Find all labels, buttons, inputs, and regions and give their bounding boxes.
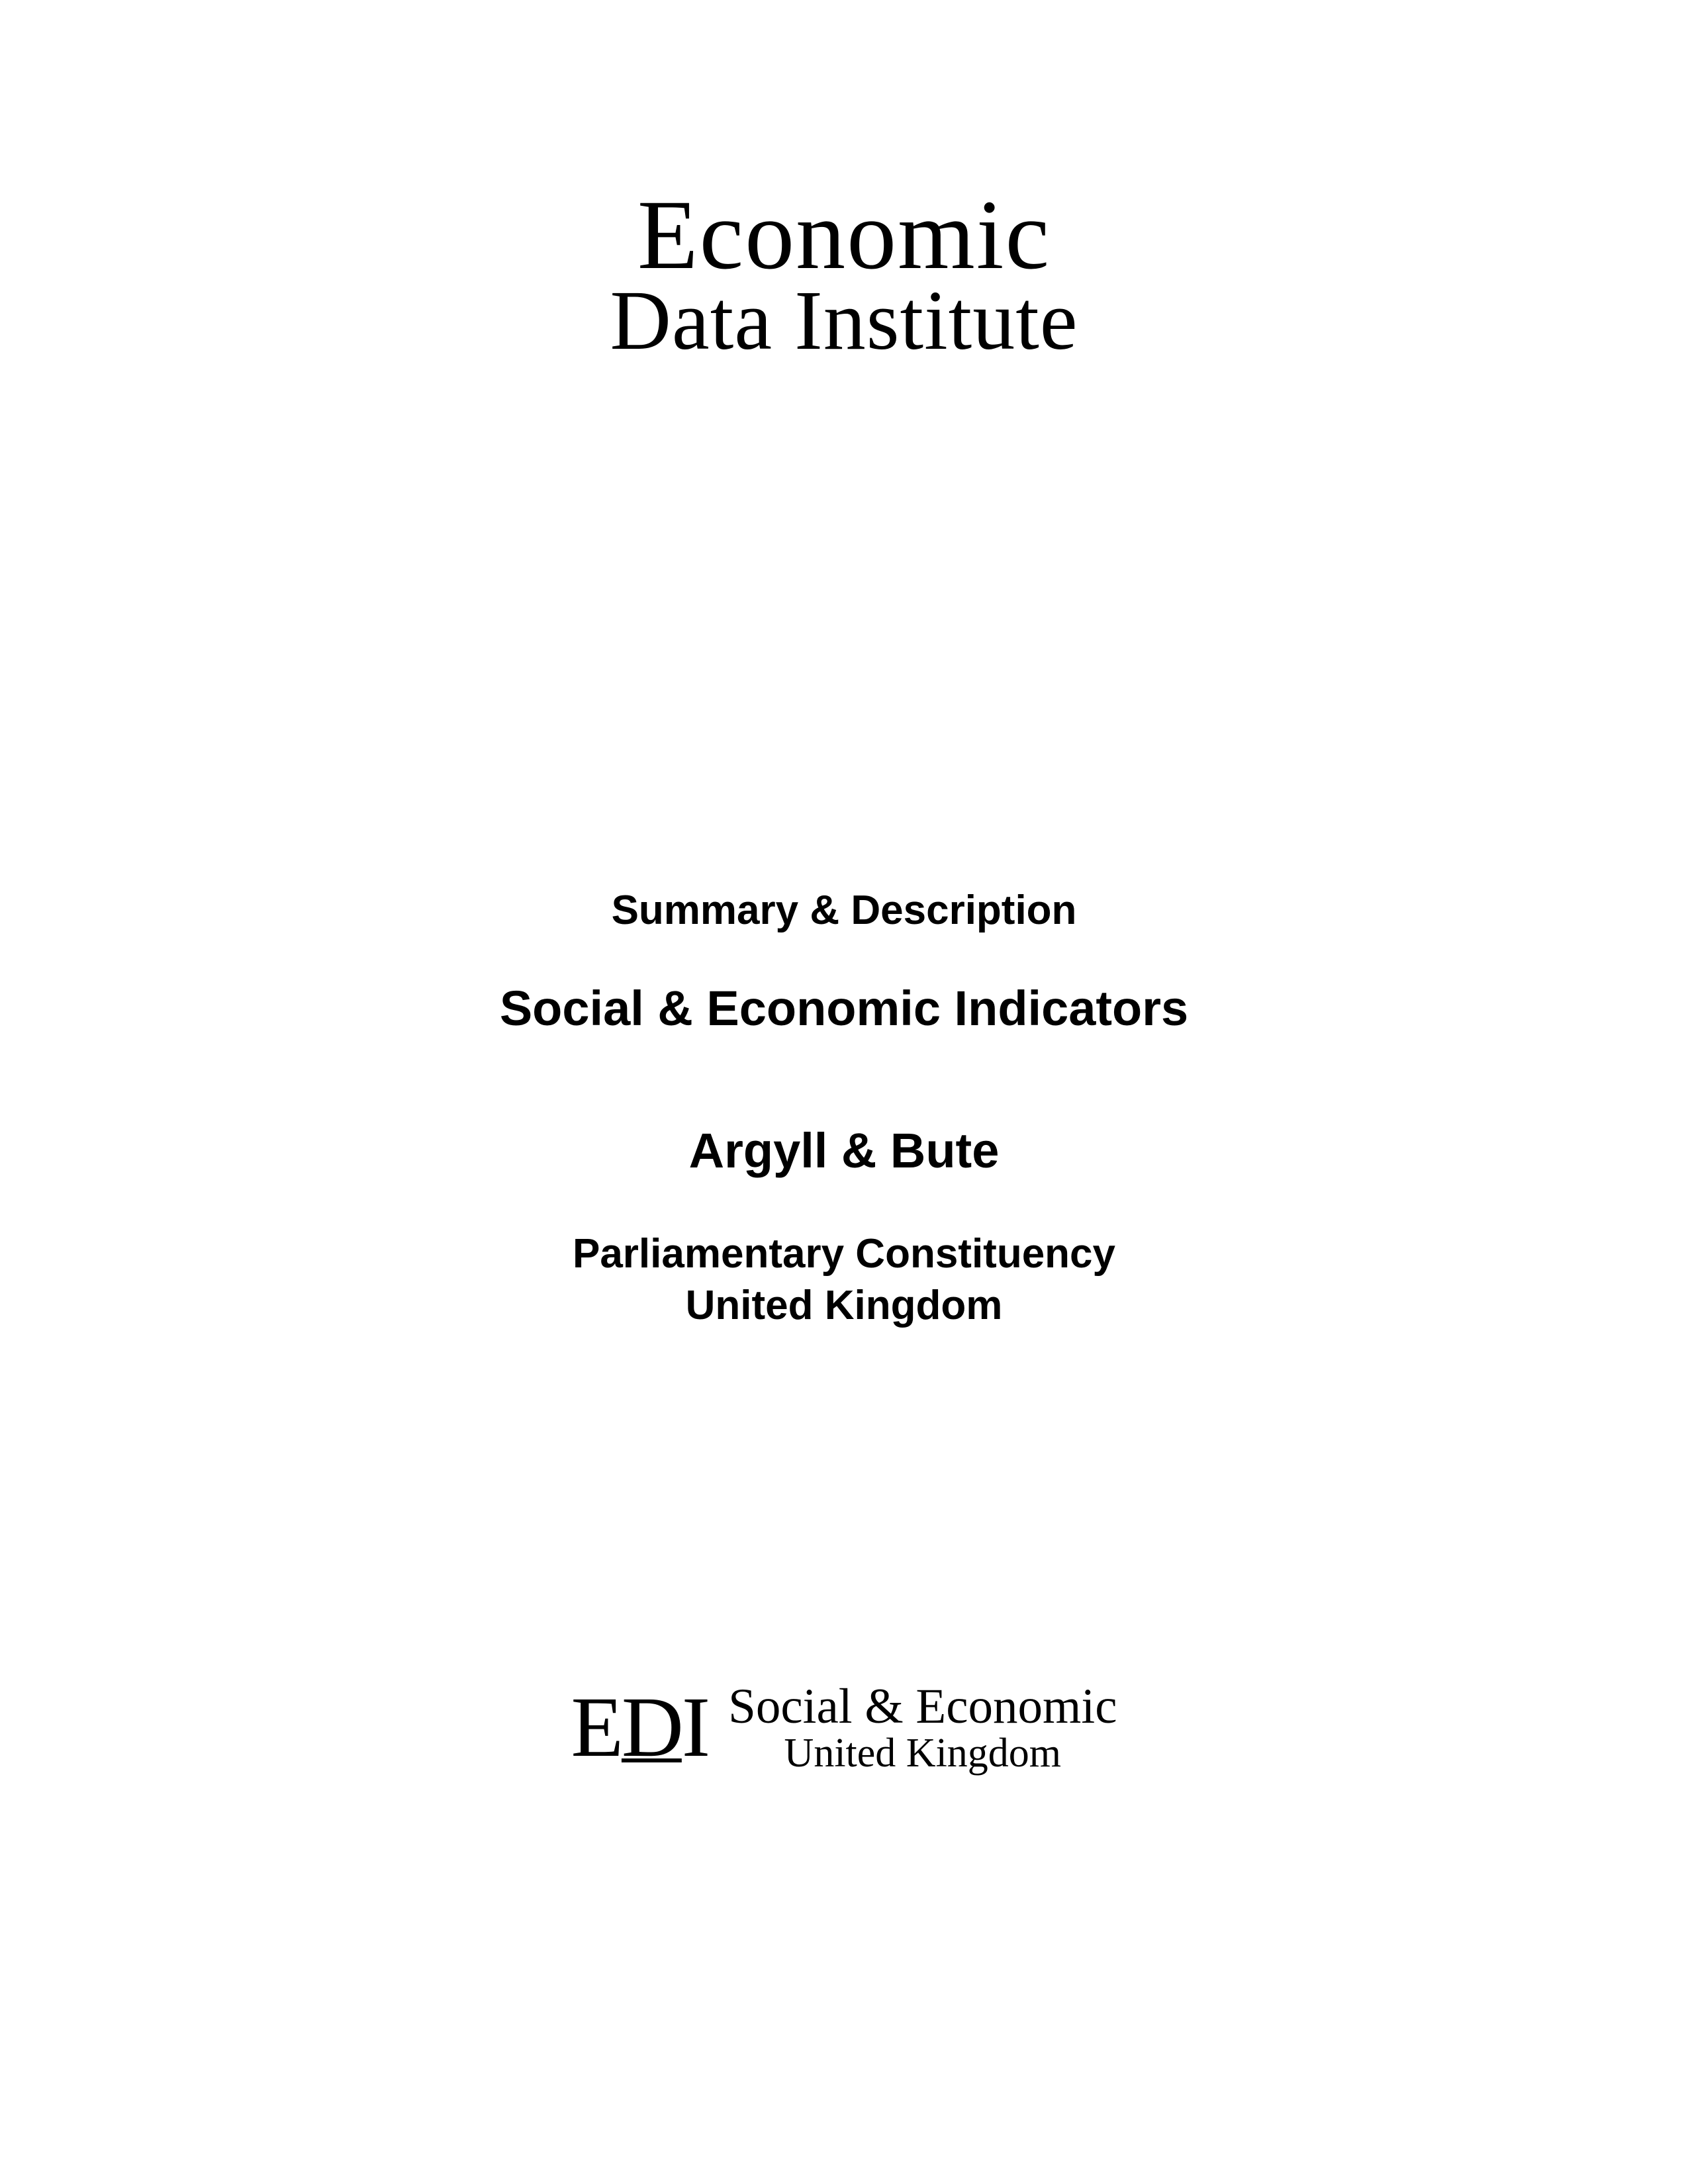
region-name: Argyll & Bute bbox=[0, 1122, 1688, 1179]
header-logo-line2: Data Institute bbox=[610, 278, 1078, 363]
main-title: Social & Economic Indicators bbox=[0, 980, 1688, 1036]
footer-logo-letter-e: E bbox=[571, 1678, 622, 1777]
constituency-line1: Parliamentary Constituency bbox=[0, 1228, 1688, 1280]
footer-logo-letter-d: D bbox=[622, 1678, 682, 1777]
header-logo: Economic Data Institute bbox=[610, 185, 1078, 363]
footer-logo-text-line2: United Kingdom bbox=[728, 1733, 1117, 1774]
footer-logo-text: Social & Economic United Kingdom bbox=[728, 1682, 1117, 1774]
footer-logo: EDI Social & Economic United Kingdom bbox=[571, 1678, 1117, 1777]
header-logo-line1: Economic bbox=[610, 185, 1078, 285]
content-block: Summary & Description Social & Economic … bbox=[0, 887, 1688, 1331]
constituency-line2: United Kingdom bbox=[0, 1280, 1688, 1332]
footer-logo-abbr: EDI bbox=[571, 1678, 709, 1777]
footer-logo-text-line1: Social & Economic bbox=[728, 1682, 1117, 1731]
summary-description: Summary & Description bbox=[0, 887, 1688, 934]
footer-logo-letter-i: I bbox=[682, 1678, 708, 1777]
